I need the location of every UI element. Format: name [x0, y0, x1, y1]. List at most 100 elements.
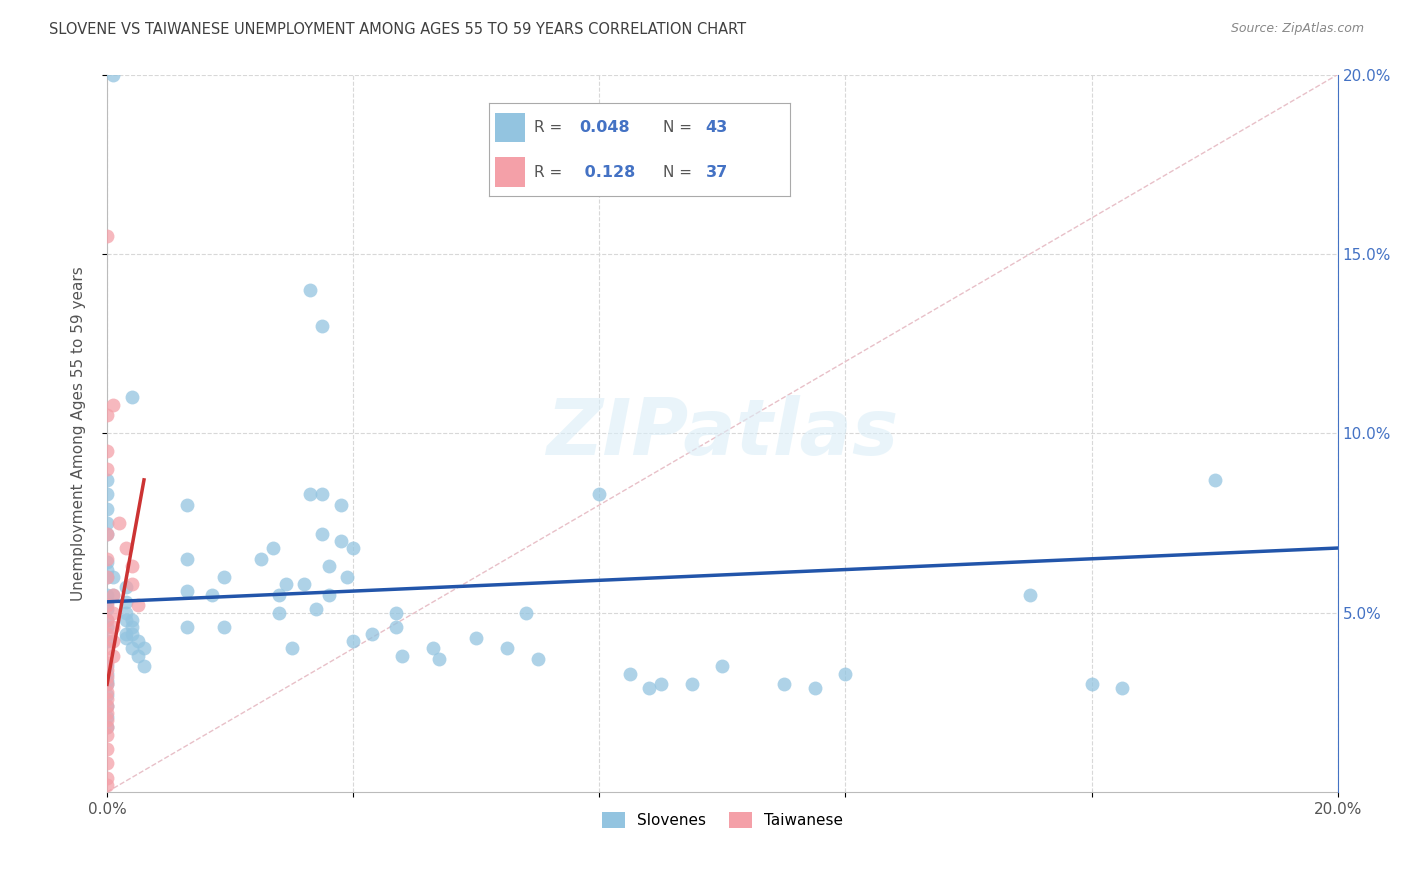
Point [96, 666, 118, 681]
Point [121, 620, 143, 634]
Point [269, 606, 291, 620]
Point [96, 673, 118, 688]
Point [96, 627, 118, 641]
Point [96, 462, 118, 476]
Point [132, 641, 155, 656]
Point [114, 627, 136, 641]
Point [1080, 677, 1102, 691]
Point [465, 631, 488, 645]
Point [311, 487, 333, 501]
Point [121, 390, 143, 404]
Point [176, 620, 198, 634]
Point [527, 652, 550, 666]
Point [96, 551, 118, 566]
Point [96, 588, 118, 602]
Point [103, 570, 125, 584]
Point [96, 570, 118, 584]
Point [96, 602, 118, 616]
Point [96, 613, 118, 627]
Point [96, 563, 118, 577]
Point [114, 595, 136, 609]
Point [103, 68, 125, 82]
Point [96, 684, 118, 698]
Point [385, 606, 408, 620]
Point [96, 706, 118, 720]
Point [96, 720, 118, 734]
Text: Source: ZipAtlas.com: Source: ZipAtlas.com [1230, 22, 1364, 36]
Point [311, 318, 333, 333]
Point [96, 713, 118, 727]
Point [385, 620, 408, 634]
Point [619, 666, 641, 681]
Point [103, 588, 125, 602]
Point [96, 473, 118, 487]
Point [176, 551, 198, 566]
Point [114, 631, 136, 645]
Point [96, 444, 118, 458]
Point [96, 709, 118, 723]
Point [299, 283, 322, 297]
Point [318, 588, 340, 602]
Point [96, 771, 118, 785]
Point [588, 487, 610, 501]
Legend: Slovenes, Taiwanese: Slovenes, Taiwanese [596, 806, 849, 835]
Point [650, 677, 672, 691]
Point [311, 526, 333, 541]
Point [127, 648, 149, 663]
Point [176, 498, 198, 512]
Point [637, 681, 659, 695]
Point [114, 613, 136, 627]
Point [299, 487, 322, 501]
Point [96, 691, 118, 706]
Point [121, 558, 143, 573]
Point [96, 613, 118, 627]
Point [96, 595, 118, 609]
Point [262, 541, 284, 555]
Point [121, 613, 143, 627]
Point [96, 620, 118, 634]
Point [114, 541, 136, 555]
Point [96, 742, 118, 756]
Point [96, 229, 118, 244]
Point [212, 620, 235, 634]
Point [96, 659, 118, 673]
Point [391, 648, 413, 663]
Point [96, 698, 118, 713]
Point [127, 599, 149, 613]
Point [96, 698, 118, 713]
Point [427, 652, 450, 666]
Point [132, 659, 155, 673]
Point [121, 627, 143, 641]
Point [1111, 681, 1133, 695]
Point [280, 641, 302, 656]
Point [121, 641, 143, 656]
Point [121, 577, 143, 591]
Point [360, 627, 382, 641]
Point [96, 641, 118, 656]
Point [114, 606, 136, 620]
Point [96, 663, 118, 677]
Point [96, 656, 118, 670]
Point [96, 599, 118, 613]
Point [342, 541, 364, 555]
Point [96, 516, 118, 530]
Point [114, 581, 136, 595]
Point [103, 588, 125, 602]
Point [96, 634, 118, 648]
Point [274, 577, 297, 591]
Point [96, 720, 118, 734]
Point [108, 516, 131, 530]
Point [292, 577, 315, 591]
Point [96, 526, 118, 541]
Point [96, 670, 118, 684]
Point [342, 634, 364, 648]
Point [96, 677, 118, 691]
Point [803, 681, 825, 695]
Point [318, 558, 340, 573]
Point [329, 498, 352, 512]
Point [103, 398, 125, 412]
Point [201, 588, 224, 602]
Point [305, 602, 328, 616]
Point [96, 501, 118, 516]
Point [96, 688, 118, 702]
